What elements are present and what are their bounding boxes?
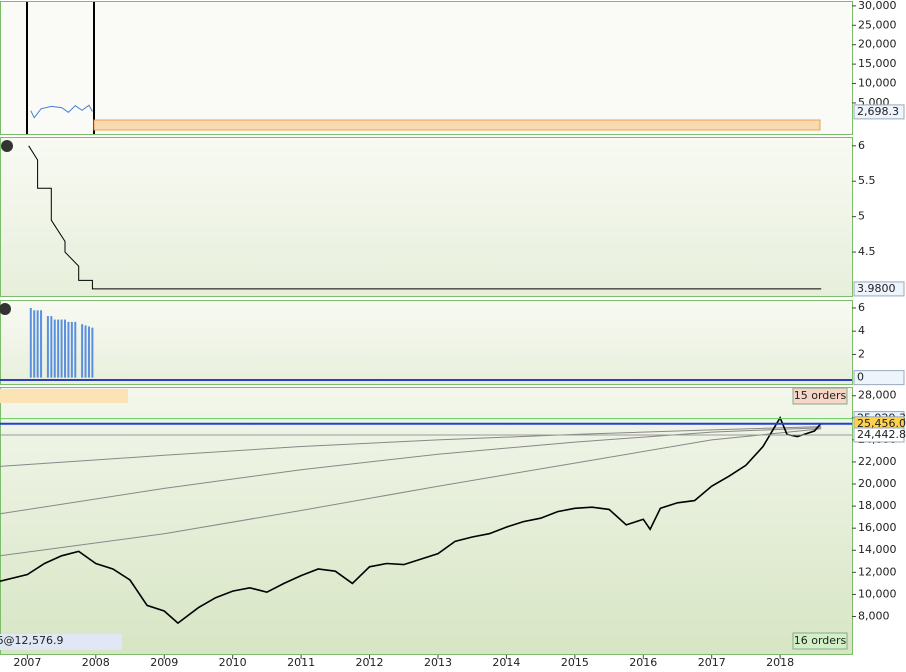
bar <box>60 319 63 378</box>
bar <box>91 327 94 378</box>
x-tick-label: 2017 <box>698 656 726 669</box>
x-tick-label: 2009 <box>150 656 178 669</box>
panel-frame <box>0 300 853 385</box>
value-label: 3.9800 <box>857 282 896 295</box>
x-tick-label: 2011 <box>287 656 315 669</box>
series-line <box>30 104 93 119</box>
series-line <box>0 428 822 557</box>
y-tick-label: 20,000 <box>858 477 897 490</box>
x-tick-label: 2018 <box>766 656 794 669</box>
value-badge <box>853 370 905 386</box>
bar <box>57 319 60 378</box>
y-tick-label: 6 <box>858 139 865 152</box>
series-line <box>28 145 822 290</box>
y-tick-label: 5 <box>858 210 865 223</box>
y-tick-label: 14,000 <box>858 543 897 556</box>
series-line <box>0 426 822 467</box>
x-tick-label: 2008 <box>82 656 110 669</box>
y-tick-label: 25,000 <box>858 18 897 31</box>
bar <box>70 321 73 378</box>
y-tick-label: 8,000 <box>858 609 890 622</box>
y-tick-label: 4.5 <box>858 245 876 258</box>
bar <box>67 321 70 378</box>
bar <box>87 326 90 378</box>
y-tick-label: 30,000 <box>858 0 897 12</box>
x-tick-label: 2014 <box>492 656 520 669</box>
bar <box>33 310 36 378</box>
y-tick-label: 28,000 <box>858 389 897 402</box>
order-badge <box>792 387 848 405</box>
x-tick-label: 2010 <box>219 656 247 669</box>
y-tick-label: 4 <box>858 324 865 337</box>
y-tick-label: 5.5 <box>858 174 876 187</box>
y-tick-label: 12,000 <box>858 565 897 578</box>
value-badge <box>853 427 905 443</box>
y-tick-label: 18,000 <box>858 499 897 512</box>
order-badge <box>792 632 848 650</box>
value-label: 0 <box>857 371 864 384</box>
y-tick-label: 2 <box>858 347 865 360</box>
close-icon[interactable] <box>1 140 13 152</box>
y-tick-label: 6 <box>858 301 865 314</box>
value-label: 24,442.8 <box>857 428 906 441</box>
bar <box>40 310 43 378</box>
bar <box>64 319 67 378</box>
y-tick-label: 16,000 <box>858 521 897 534</box>
value-label: 25,456.0 <box>857 417 906 430</box>
close-icon[interactable] <box>0 303 11 315</box>
series-line <box>0 427 822 515</box>
order-strip <box>0 634 122 650</box>
panel-frame <box>0 137 853 297</box>
panel-frame <box>0 387 853 655</box>
annotation: 15 orders <box>794 389 847 402</box>
x-tick-label: 2012 <box>356 656 384 669</box>
y-tick-label: 10,000 <box>858 587 897 600</box>
bar <box>46 316 49 378</box>
bar <box>36 310 39 378</box>
bar <box>50 316 53 378</box>
x-tick-label: 2007 <box>13 656 41 669</box>
y-tick-label: 10,000 <box>858 77 897 90</box>
bar <box>81 324 84 378</box>
x-tick-label: 2013 <box>424 656 452 669</box>
value-badge <box>853 104 905 120</box>
value-badge <box>853 281 905 297</box>
annotation: 16 orders <box>794 634 847 647</box>
bar <box>74 321 77 378</box>
panel-frame <box>0 1 853 135</box>
bar <box>29 307 32 378</box>
y-tick-label: 20,000 <box>858 38 897 51</box>
x-tick-label: 2015 <box>561 656 589 669</box>
bar <box>84 325 87 378</box>
order-strip <box>0 389 128 403</box>
x-tick-label: 2016 <box>629 656 657 669</box>
series-line <box>0 416 822 625</box>
bar <box>53 319 56 378</box>
orange-band <box>93 119 821 131</box>
value-label: 2,698.3 <box>857 105 899 118</box>
y-tick-label: 22,000 <box>858 455 897 468</box>
annotation: 6@12,576.9 <box>0 634 63 647</box>
y-tick-label: 15,000 <box>858 57 897 70</box>
